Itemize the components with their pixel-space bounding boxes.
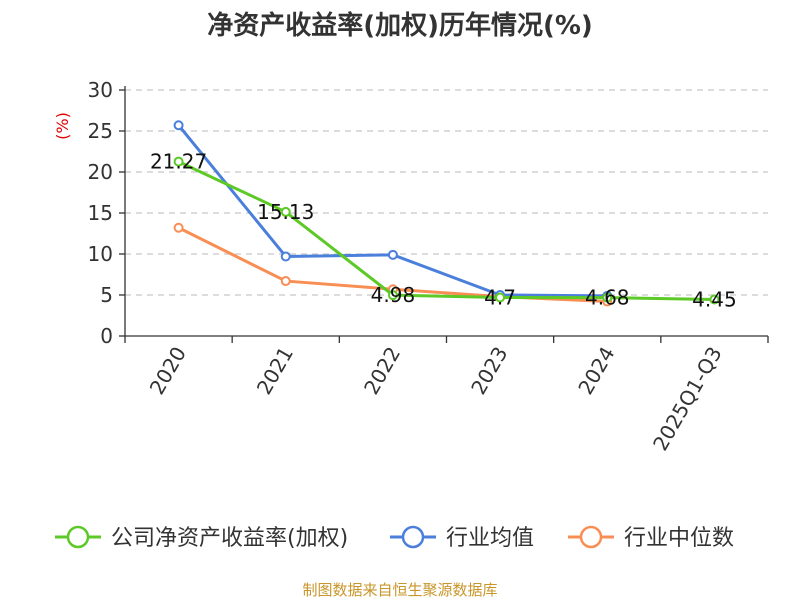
legend-item-0[interactable]: 公司净资产收益率(加权) [55,525,348,551]
data-point-0 [280,206,291,217]
x-tick-label: 2020 [145,343,191,399]
legend-label: 行业中位数 [624,526,734,551]
x-tick-label: 2025Q1-Q3 [648,343,727,455]
data-point-0 [495,292,506,303]
legend-swatch-marker [66,525,90,549]
data-point-1 [387,249,398,260]
data-point-1 [173,120,184,131]
x-tick-label: 2024 [573,343,619,399]
data-point-0 [709,294,720,305]
data-point-0 [387,290,398,301]
legend[interactable]: 公司净资产收益率(加权) 行业均值 行业中位数 [55,525,734,551]
data-point-0 [173,156,184,167]
x-tick-label: 2023 [466,343,512,399]
legend-swatch-marker [401,525,425,549]
data-label: 15.13 [257,200,314,224]
data-point-2 [280,276,291,287]
y-tick-label: 5 [100,283,113,307]
legend-item-1[interactable]: 行业均值 [390,525,534,551]
chart-title: 净资产收益率(加权)历年情况(%) [207,10,593,41]
y-tick-label: 25 [88,119,113,143]
legend-item-2[interactable]: 行业中位数 [568,525,734,551]
data-point-2 [173,222,184,233]
legend-label: 行业均值 [446,526,534,551]
gridlines [125,89,768,296]
data-label: 21.27 [150,150,207,174]
data-source-note: 制图数据来自恒生聚源数据库 [302,581,497,599]
series-lines [173,120,720,307]
data-labels: 21.27 15.13 4.98 4.7 4.68 4.45 [150,150,737,312]
x-tick-label: 2022 [359,343,405,399]
data-label: 4.45 [692,288,737,312]
x-tick-label: 2021 [252,343,298,399]
data-label: 4.7 [484,285,516,309]
y-tick-label: 15 [88,201,113,225]
data-point-1 [280,251,291,262]
series-line-1 [177,124,608,298]
y-tick-label: 20 [88,160,113,184]
data-point-0 [602,292,613,303]
y-axis-unit: (%) [53,112,72,140]
y-tick-label: 30 [88,78,113,102]
y-tick-label: 10 [88,242,113,266]
legend-swatch-marker [579,525,603,549]
data-label: 4.98 [371,283,416,307]
series-line-0 [177,160,715,302]
data-label: 4.68 [585,286,630,310]
y-tick-label: 0 [100,324,113,348]
legend-label: 公司净资产收益率(加权) [111,526,348,551]
